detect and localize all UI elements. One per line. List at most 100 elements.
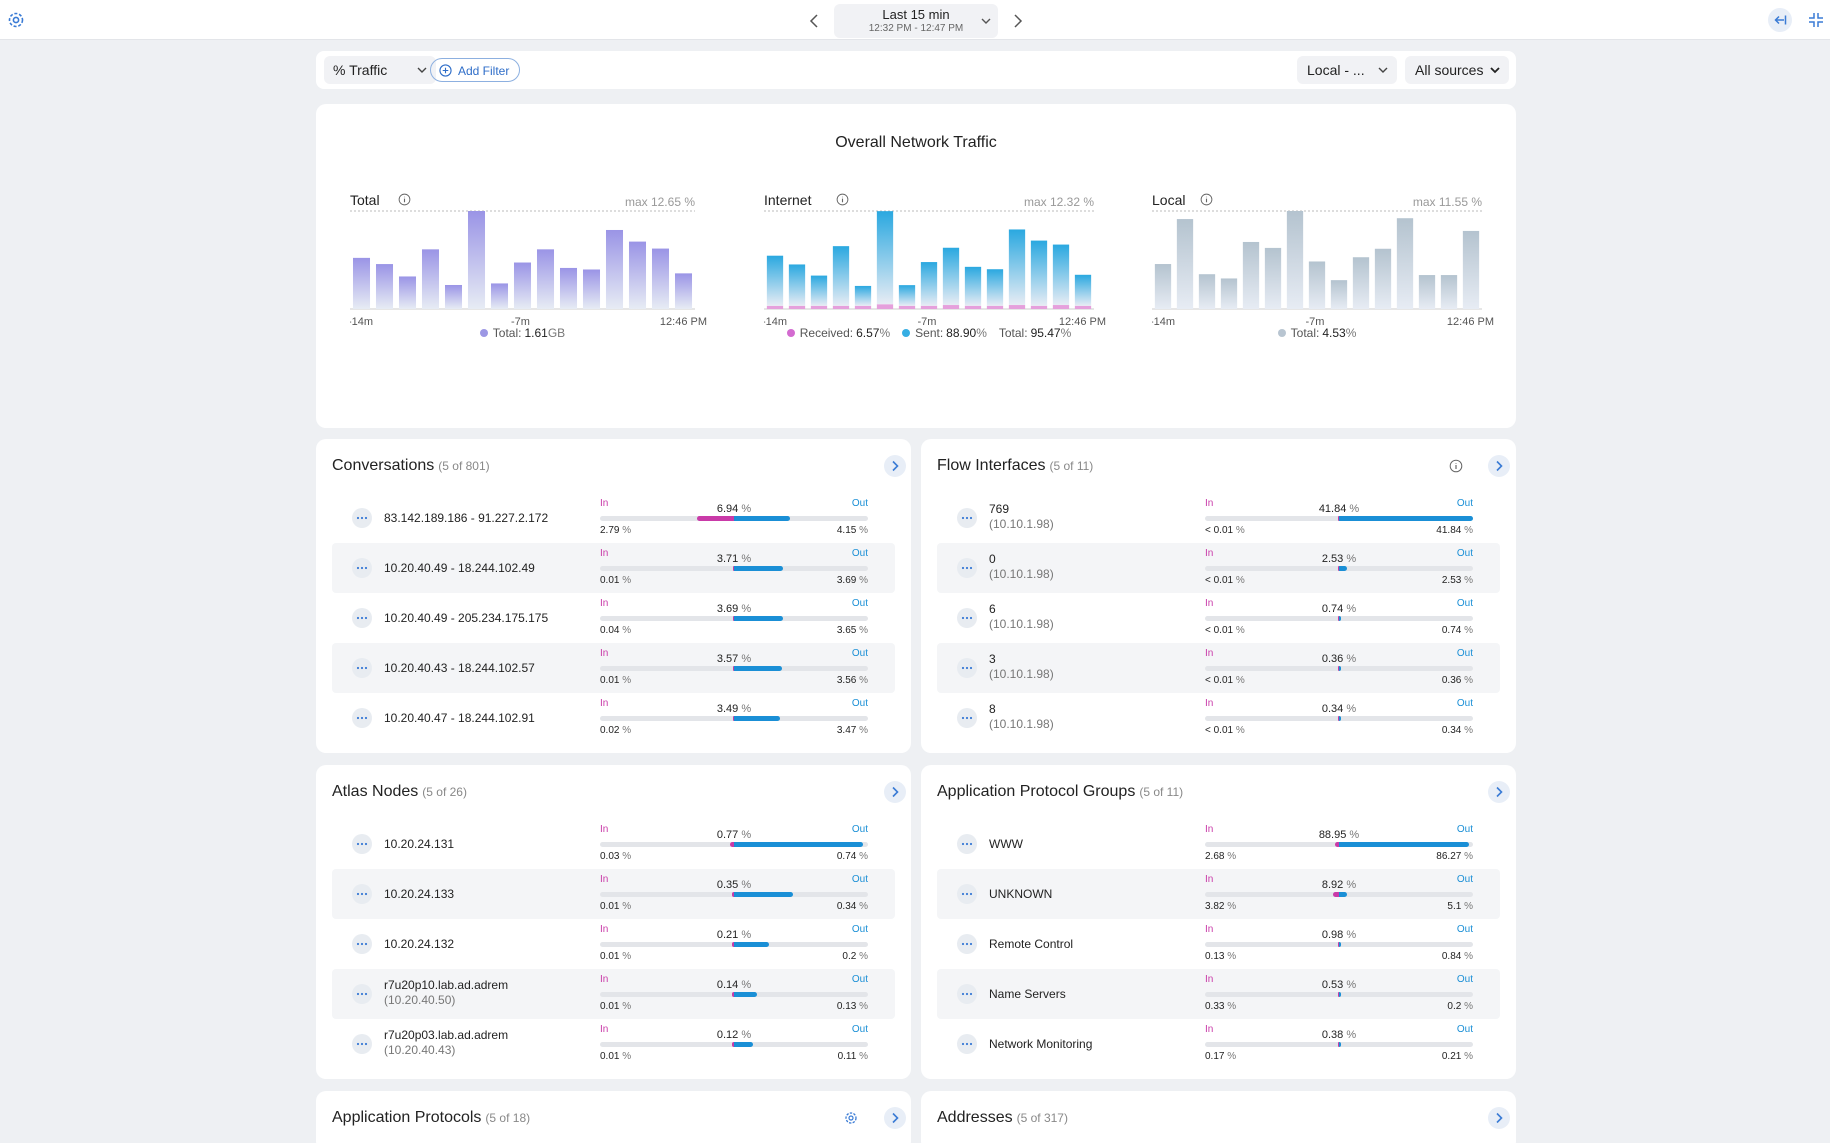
more-options-button[interactable] (352, 708, 372, 728)
x-tick-label: -7m (511, 316, 530, 328)
more-options-button[interactable] (957, 508, 977, 528)
list-item[interactable]: Network Monitoring In Out 0.38 % 0.17 % 0.21 … (937, 1019, 1500, 1069)
list-item[interactable]: 10.20.24.131 In Out 0.77 % 0.03 % 0.74 % (332, 819, 895, 869)
info-icon[interactable] (398, 193, 411, 206)
chevron-down-icon (417, 67, 427, 73)
more-options-button[interactable] (352, 834, 372, 854)
percent-sign: % (1343, 603, 1357, 615)
out-value: 5.1 % (1447, 901, 1473, 912)
more-options-button[interactable] (957, 658, 977, 678)
percent-sign: % (856, 851, 868, 862)
collapse-panel-button[interactable] (1768, 8, 1792, 32)
bar-received (876, 304, 894, 309)
more-options-button[interactable] (957, 984, 977, 1004)
more-options-button[interactable] (352, 1034, 372, 1054)
list-item[interactable]: 0 (10.10.1.98) In Out 2.53 % < 0.01 % 2.53 % (937, 543, 1500, 593)
add-filter-button[interactable]: Add Filter (430, 58, 520, 82)
more-options-button[interactable] (957, 558, 977, 578)
more-options-button[interactable] (352, 508, 372, 528)
list-item[interactable]: 10.20.40.43 - 18.244.102.57 In Out 3.57 % 0.… (332, 643, 895, 693)
percent-sign: % (1461, 1001, 1473, 1012)
bar-sent (854, 285, 872, 306)
gear-icon[interactable] (6, 10, 26, 30)
list-item[interactable]: 3 (10.10.1.98) In Out 0.36 % < 0.01 % 0.36 % (937, 643, 1500, 693)
info-icon[interactable] (836, 193, 849, 206)
more-options-button[interactable] (957, 834, 977, 854)
bar (1374, 248, 1392, 309)
total-value: 0.36 % (1205, 653, 1473, 665)
panel-title-text: Application Protocols (332, 1109, 482, 1126)
out-value: 86.27 % (1436, 851, 1473, 862)
more-options-button[interactable] (352, 934, 372, 954)
chevron-right-icon[interactable] (1008, 12, 1026, 30)
panel-title: Flow Interfaces (5 of 11) (937, 457, 1093, 475)
open-details-button[interactable] (884, 1107, 906, 1129)
bar-fill-out (1339, 666, 1341, 671)
metric-dropdown[interactable]: % Traffic (324, 56, 436, 84)
percent-sign: % (856, 1001, 868, 1012)
list-item[interactable]: 769 (10.10.1.98) In Out 41.84 % < 0.01 % 41.84… (937, 493, 1500, 543)
percent-sign: % (738, 879, 752, 891)
more-options-button[interactable] (352, 658, 372, 678)
bar (444, 284, 463, 309)
more-options-button[interactable] (957, 934, 977, 954)
out-number: 4.15 (836, 525, 857, 536)
bar-fill-out (1339, 942, 1341, 947)
more-options-button[interactable] (352, 608, 372, 628)
list-item[interactable]: r7u20p10.lab.ad.adrem (10.20.40.50) In Out 0… (332, 969, 895, 1019)
open-details-button[interactable] (1488, 455, 1510, 477)
collapse-icon[interactable] (1806, 10, 1826, 30)
bar-fill-out (1339, 842, 1469, 847)
open-details-button[interactable] (884, 781, 906, 803)
local-dropdown[interactable]: Local - ... (1297, 56, 1397, 84)
more-options-button[interactable] (352, 558, 372, 578)
in-label: In (600, 548, 609, 559)
percent-sign: % (1461, 1051, 1473, 1062)
percent-sign: % (1343, 879, 1357, 891)
total-value: 0.98 % (1205, 929, 1473, 941)
in-label: In (1205, 824, 1214, 835)
ellipsis-icon (961, 1042, 973, 1046)
more-options-button[interactable] (957, 708, 977, 728)
chevron-left-icon[interactable] (806, 12, 824, 30)
list-item[interactable]: 10.20.24.132 In Out 0.21 % 0.01 % 0.2 % (332, 919, 895, 969)
mini-chart-max: max 11.55 % (1412, 195, 1482, 209)
list-item[interactable]: Remote Control In Out 0.98 % 0.13 % 0.84 % (937, 919, 1500, 969)
more-options-button[interactable] (957, 884, 977, 904)
in-out-bar: In Out 0.21 % 0.01 % 0.2 % (600, 919, 868, 969)
open-details-button[interactable] (1488, 1107, 1510, 1129)
open-details-button[interactable] (1488, 781, 1510, 803)
out-label: Out (851, 924, 868, 935)
in-number: < 0.01 (1205, 575, 1234, 586)
percent-sign: % (1346, 829, 1360, 841)
sources-dropdown[interactable]: All sources (1405, 56, 1509, 84)
list-item[interactable]: UNKNOWN In Out 8.92 % 3.82 % 5.1 % (937, 869, 1500, 919)
list-item[interactable]: 10.20.40.49 - 205.234.175.175 In Out 3.69 %… (332, 593, 895, 643)
list-item[interactable]: Name Servers In Out 0.53 % 0.33 % 0.2 % (937, 969, 1500, 1019)
add-filter-label: Add Filter (458, 64, 510, 78)
more-options-button[interactable] (352, 984, 372, 1004)
list-item[interactable]: 6 (10.10.1.98) In Out 0.74 % < 0.01 % 0.74 % (937, 593, 1500, 643)
info-icon[interactable] (1200, 193, 1213, 206)
percent-sign: % (1461, 901, 1473, 912)
list-item[interactable]: 8 (10.10.1.98) In Out 0.34 % < 0.01 % 0.34 % (937, 693, 1500, 743)
info-icon[interactable] (1449, 459, 1463, 473)
more-options-button[interactable] (957, 608, 977, 628)
percent-sign: % (856, 1051, 868, 1062)
list-item[interactable]: 83.142.189.186 - 91.227.2.172 In Out 6.94 %… (332, 493, 895, 543)
more-options-button[interactable] (352, 884, 372, 904)
out-number: 3.69 (836, 575, 857, 586)
mini-chart-max: max 12.32 % (1023, 195, 1094, 209)
list-item[interactable]: 10.20.40.47 - 18.244.102.91 In Out 3.49 % 0.… (332, 693, 895, 743)
bar-fill-in (696, 516, 734, 521)
percent-sign: % (619, 525, 632, 536)
list-item[interactable]: 10.20.40.49 - 18.244.102.49 In Out 3.71 % 0.… (332, 543, 895, 593)
in-number: 0.13 (1205, 951, 1225, 962)
time-range-selector[interactable]: Last 15 min 12:32 PM - 12:47 PM (834, 4, 998, 38)
list-item[interactable]: 10.20.24.133 In Out 0.35 % 0.01 % 0.34 % (332, 869, 895, 919)
list-item[interactable]: WWW In Out 88.95 % 2.68 % 86.27 % (937, 819, 1500, 869)
list-item[interactable]: r7u20p03.lab.ad.adrem (10.20.40.43) In Out 0… (332, 1019, 895, 1069)
open-details-button[interactable] (884, 455, 906, 477)
gear-icon[interactable] (844, 1111, 858, 1125)
more-options-button[interactable] (957, 1034, 977, 1054)
